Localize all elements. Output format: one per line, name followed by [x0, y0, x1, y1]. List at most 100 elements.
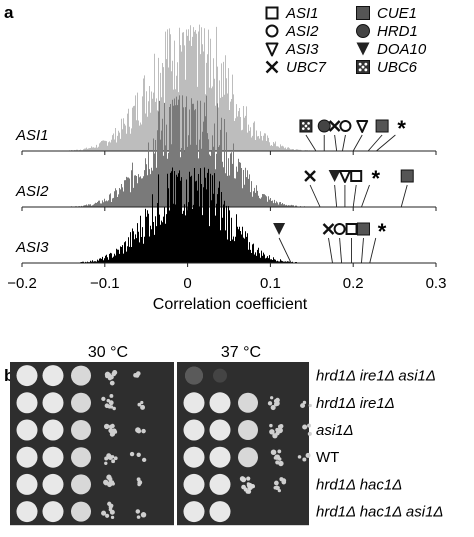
colony — [110, 480, 115, 484]
colony — [307, 423, 312, 428]
marker-asi3-doa10 — [273, 223, 286, 235]
colony — [273, 486, 278, 490]
marker-asi2-asi1 — [350, 170, 363, 182]
colony — [305, 452, 311, 458]
strain-label: hrd1Δ ire1Δ — [316, 395, 395, 412]
colony — [275, 397, 280, 403]
series-labels: ASI1 ASI2 ASI3 — [15, 127, 49, 256]
plate-background-30c — [10, 362, 174, 526]
colony-spot — [16, 365, 38, 387]
colony-spot — [42, 392, 64, 414]
colony — [104, 403, 110, 409]
marker-line-asi3 — [328, 237, 333, 264]
marker-line-asi1 — [334, 134, 338, 152]
legend-label-asi3: ASI3 — [285, 41, 319, 58]
plate-30c — [10, 362, 174, 526]
colony — [274, 480, 279, 486]
marker-line-asi3 — [339, 237, 343, 264]
colony — [270, 396, 274, 400]
marker-asi1-asi2 — [339, 120, 352, 132]
colony — [307, 431, 312, 436]
histogram-asi3 — [21, 167, 437, 267]
colony-spot — [16, 419, 38, 441]
colony — [110, 455, 115, 459]
x-tick-label: 0.3 — [426, 275, 447, 292]
legend-label-ubc6: UBC6 — [377, 59, 418, 76]
legend-symbol-ubc6-dot — [358, 62, 362, 66]
gene-markers: * * * — [273, 116, 414, 264]
marker-line-asi1 — [305, 134, 317, 152]
series-label-asi3: ASI3 — [15, 239, 49, 256]
marker-asi1-cue1 — [375, 119, 389, 133]
colony — [273, 401, 279, 407]
colony-spot — [209, 392, 231, 414]
marker-line-asi2 — [361, 184, 370, 208]
colony — [270, 405, 276, 411]
colony — [277, 488, 281, 493]
colony-spot — [183, 473, 205, 495]
colony-spot — [71, 447, 91, 468]
colony — [279, 424, 284, 429]
plate-37c — [177, 362, 312, 526]
colony-spot — [16, 473, 38, 495]
colony-spot — [238, 447, 258, 468]
marker-asi1-ubc6-dot — [301, 122, 305, 125]
marker-line-asi3 — [369, 237, 377, 264]
legend-symbol-hrd1 — [356, 24, 370, 38]
marker-line-asi1 — [367, 134, 383, 152]
legend-symbol-asi3 — [265, 42, 279, 57]
colony — [129, 451, 135, 457]
colony — [108, 424, 114, 429]
temperature-label-37: 37 °C — [221, 344, 261, 361]
series-label-asi1: ASI1 — [15, 127, 49, 144]
temperature-label-30: 30 °C — [88, 344, 128, 361]
colony-spot — [71, 474, 91, 495]
colony — [267, 401, 273, 406]
marker-line-asi2 — [352, 184, 357, 208]
marker-asi3-asi1 — [345, 223, 358, 235]
colony — [250, 483, 255, 488]
legend-label-asi1: ASI1 — [285, 5, 319, 22]
legend-symbol-ubc7 — [265, 60, 279, 74]
strain-label: WT — [316, 449, 339, 466]
colony — [103, 423, 110, 430]
colony-spot — [16, 501, 38, 523]
colony-spot — [71, 365, 91, 386]
marker-asi2-asi3 — [338, 170, 351, 183]
colony — [135, 509, 141, 514]
colony — [281, 478, 287, 484]
legend-symbol-ubc6-dot — [358, 68, 362, 72]
colony — [272, 433, 278, 439]
marker-asi1-ubc7 — [328, 120, 341, 132]
panel-b-label: b — [4, 366, 14, 385]
colony — [109, 394, 114, 398]
marker-asi1-ubc6-dot — [304, 124, 308, 128]
marker-asi3-ubc7 — [322, 223, 335, 235]
colony-spot — [209, 473, 231, 495]
colony — [275, 427, 280, 432]
marker-line-asi2 — [334, 184, 338, 208]
colony — [113, 456, 118, 461]
legend-symbol-doa10 — [356, 42, 370, 56]
colony — [246, 489, 252, 494]
colony-spot — [183, 501, 205, 523]
colony — [240, 476, 247, 483]
colony-spot — [209, 446, 231, 468]
colony — [104, 461, 108, 465]
legend-symbol-asi1 — [265, 6, 279, 20]
colony-spot — [16, 392, 38, 414]
legend-label-asi2: ASI2 — [285, 23, 319, 40]
colony — [109, 380, 115, 386]
colony-spot — [42, 365, 64, 387]
x-tick-label: 0.2 — [343, 275, 364, 292]
colony-spot — [183, 419, 205, 441]
colony — [101, 510, 107, 516]
marker-asi1-asi3 — [356, 120, 369, 133]
colony — [140, 404, 146, 410]
colony-spot — [238, 420, 258, 440]
colony-spot-faint — [185, 366, 203, 385]
colony — [141, 428, 146, 434]
colony-spot-faint — [213, 368, 227, 383]
colony-spot — [209, 501, 231, 523]
